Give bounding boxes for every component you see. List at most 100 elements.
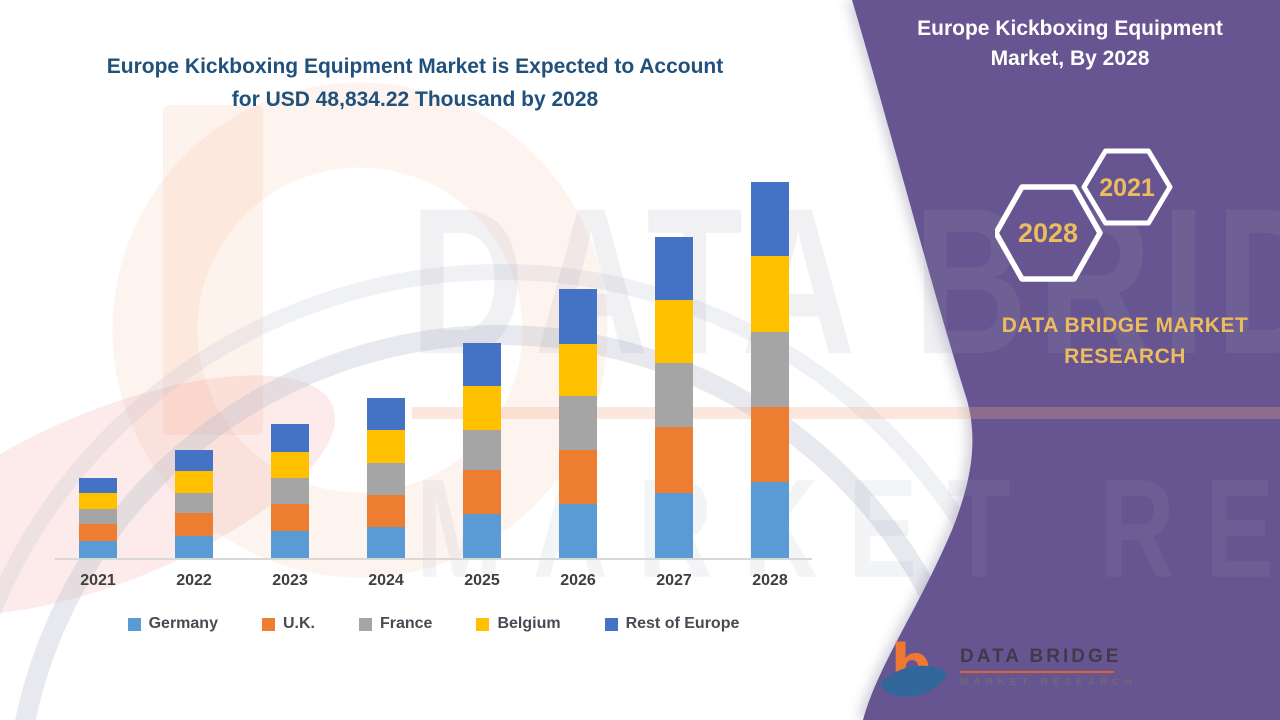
bar-segment-2021-germany <box>79 541 117 558</box>
bar-segment-2028-belgium <box>751 256 789 332</box>
bar-segment-2027-belgium <box>655 299 693 363</box>
hexagon-2028-label: 2028 <box>1018 218 1078 248</box>
x-axis-label-2022: 2022 <box>176 572 212 589</box>
bar-column-2027 <box>655 236 693 558</box>
bar-column-2023 <box>271 423 309 558</box>
legend-item-rest-of-europe: Rest of Europe <box>604 615 740 633</box>
bar-segment-2026-u-k <box>559 449 597 504</box>
hexagon-years-graphic: 2021 2028 <box>995 148 1173 282</box>
legend-swatch-france <box>358 617 372 631</box>
bar-chart: 2021 2022 2023 2024 2025 2026 2027 2028 <box>55 170 812 589</box>
watermark-b-stem <box>163 105 263 435</box>
legend: Germany U.K. France Belgium Rest of Europe <box>55 615 812 633</box>
hexagon-2028 <box>995 184 1103 282</box>
bar-column-2025 <box>463 343 501 558</box>
legend-item-u-k: U.K. <box>261 615 315 633</box>
bar-column-2028 <box>751 182 789 558</box>
bar-segment-2025-belgium <box>463 386 501 430</box>
legend-swatch-rest-of-europe <box>604 617 618 631</box>
bar-segment-2025-rest-of-europe <box>463 343 501 387</box>
x-axis-label-2021: 2021 <box>80 572 116 589</box>
footer-logo-underline <box>960 671 1114 673</box>
bar-segment-2025-germany <box>463 514 501 558</box>
bar-column-2026 <box>559 289 597 558</box>
x-axis-label-2026: 2026 <box>560 572 596 589</box>
x-axis-label-2025: 2025 <box>464 572 500 589</box>
bar-segment-2028-france <box>751 331 789 408</box>
x-axis-label-2027: 2027 <box>656 572 692 589</box>
bar-segment-2022-u-k <box>175 513 213 536</box>
x-axis-label-2024: 2024 <box>368 572 404 589</box>
bar-segment-2027-germany <box>655 492 693 558</box>
legend-swatch-germany <box>127 617 141 631</box>
logo-b-icon: b <box>880 633 947 698</box>
bar-segment-2025-u-k <box>463 470 501 515</box>
data-bridge-logo-icon: b <box>878 630 952 704</box>
bar-segment-2021-u-k <box>79 523 117 541</box>
bar-segment-2026-rest-of-europe <box>559 289 597 344</box>
legend-swatch-belgium <box>476 617 490 631</box>
bar-segment-2023-u-k <box>271 503 309 532</box>
footer-logo-subbrand: MARKET RESEARCH <box>960 677 1137 688</box>
panel-brand-line2: RESEARCH <box>1064 345 1186 368</box>
legend-item-belgium: Belgium <box>476 615 561 633</box>
bar-segment-2026-germany <box>559 503 597 558</box>
hexagon-2021-label: 2021 <box>1099 174 1155 202</box>
bar-segment-2022-belgium <box>175 471 213 494</box>
footer-logo: b DATA BRIDGE MARKET RESEARCH <box>878 630 1137 704</box>
watermark-ring-outer <box>0 264 1047 720</box>
bar-segment-2024-germany <box>367 527 405 558</box>
legend-swatch-u-k <box>261 617 275 631</box>
page-title: Europe Kickboxing Equipment Market is Ex… <box>40 50 790 116</box>
hexagon-2021 <box>1081 148 1173 226</box>
bar-column-2024 <box>367 397 405 558</box>
bar-segment-2021-rest-of-europe <box>79 478 117 493</box>
panel-title: Europe Kickboxing Equipment Market, By 2… <box>900 14 1240 74</box>
panel-brand-line1: DATA BRIDGE MARKET <box>1001 314 1249 337</box>
bar-segment-2024-france <box>367 462 405 495</box>
panel-brand-text: DATA BRIDGE MARKET RESEARCH <box>960 310 1280 372</box>
bar-column-2022 <box>175 449 213 558</box>
logo-swoosh <box>880 665 947 697</box>
footer-logo-brand: DATA BRIDGE <box>960 646 1122 667</box>
side-panel-shape <box>852 0 1280 720</box>
panel-title-line1: Europe Kickboxing Equipment <box>917 17 1223 40</box>
legend-item-germany: Germany <box>127 615 218 633</box>
bar-segment-2027-u-k <box>655 426 693 493</box>
bar-segment-2028-germany <box>751 481 789 558</box>
bar-segment-2027-rest-of-europe <box>655 236 693 300</box>
bar-segment-2028-u-k <box>751 407 789 482</box>
bar-segment-2022-germany <box>175 535 213 558</box>
bar-segment-2022-france <box>175 493 213 514</box>
legend-item-france: France <box>358 615 433 633</box>
bar-segment-2025-france <box>463 429 501 471</box>
bar-segment-2023-rest-of-europe <box>271 423 309 453</box>
legend-label-france: France <box>379 615 433 632</box>
page-title-line1: Europe Kickboxing Equipment Market is Ex… <box>106 55 724 78</box>
watermark-underline <box>412 407 1280 419</box>
bar-segment-2023-france <box>271 477 309 504</box>
legend-label-rest-of-europe: Rest of Europe <box>625 615 740 632</box>
bar-segment-2021-belgium <box>79 492 117 509</box>
bar-segment-2026-belgium <box>559 343 597 396</box>
legend-label-belgium: Belgium <box>497 615 561 632</box>
bar-segment-2021-france <box>79 508 117 524</box>
bar-segment-2026-france <box>559 395 597 450</box>
footer-logo-text: DATA BRIDGE MARKET RESEARCH <box>960 646 1137 688</box>
legend-label-u-k: U.K. <box>282 615 315 632</box>
bar-segment-2024-u-k <box>367 494 405 528</box>
legend-label-germany: Germany <box>148 615 218 632</box>
bar-segment-2023-germany <box>271 531 309 558</box>
panel-title-line2: Market, By 2028 <box>990 47 1150 70</box>
x-axis-label-2028: 2028 <box>752 572 788 589</box>
bar-segment-2027-france <box>655 362 693 427</box>
bar-segment-2023-belgium <box>271 452 309 478</box>
watermark-ring-inner <box>15 325 985 720</box>
bar-column-2021 <box>79 478 117 558</box>
bar-segment-2024-belgium <box>367 430 405 463</box>
bar-segment-2024-rest-of-europe <box>367 397 405 431</box>
page-title-line2: for USD 48,834.22 Thousand by 2028 <box>231 88 599 111</box>
bar-segment-2022-rest-of-europe <box>175 449 213 472</box>
